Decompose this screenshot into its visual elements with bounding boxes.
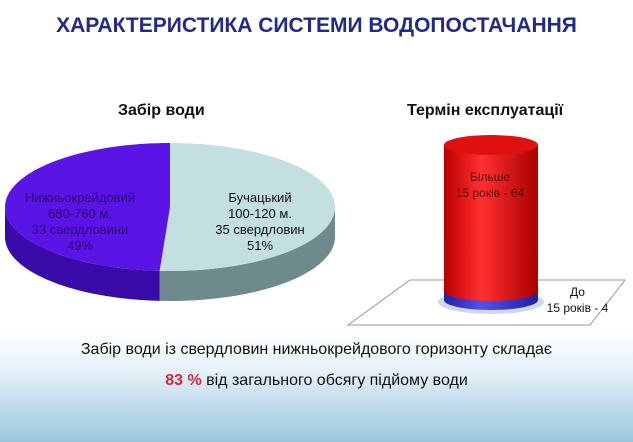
slice-name: Бучацький (228, 190, 292, 205)
slice-name: Нижньокрейдовий (24, 190, 136, 205)
slide-title: ХАРАКТЕРИСТИКА СИСТЕМИ ВОДОПОСТАЧАННЯ (56, 14, 577, 37)
cylinder-top (444, 135, 538, 155)
pie-chart-title: Забір води (118, 102, 205, 119)
bar-label-line: 15 років - 64 (455, 186, 525, 200)
footer-highlight: 83 % (165, 372, 202, 389)
water-background (0, 332, 633, 442)
slice-percent: 51% (246, 238, 274, 253)
bar-label-over-15: Більше 15 років - 64 (440, 169, 540, 201)
cylinder-segment-over-15 (444, 145, 538, 301)
slice-percent: 49% (66, 238, 94, 253)
pie-label-nyzhnokreidovyi: Нижньокрейдовий 680-760 м. 33 свердловин… (10, 190, 150, 254)
slice-wells: 35 свердловин (215, 222, 305, 237)
cylinder-chart (346, 135, 627, 326)
pie-slice-buchatskyi (159, 143, 335, 271)
bar-label-line: До (570, 285, 585, 299)
slice-wells: 33 свердловини (31, 222, 129, 237)
pie-label-buchatskyi: Бучацький 100-120 м. 35 свердловин 51% (205, 190, 315, 254)
bar-label-line: Більше (469, 170, 511, 184)
pie-chart (5, 143, 335, 301)
pie-slice-side (5, 207, 160, 301)
footer-text: від загального обсягу підйому води (201, 372, 468, 389)
pie-slice-side (159, 207, 335, 301)
bar-label-line: 15 років - 4 (546, 301, 609, 315)
slice-depth: 680-760 м. (48, 206, 112, 221)
pie-slice-nyzhnokreidovyi (5, 143, 171, 271)
footer-line-2: 83 % від загального обсягу підйому води (0, 372, 633, 390)
footer-line-1: Забір води із свердловин нижньокрейдовог… (80, 341, 553, 358)
bar-label-under-15: До 15 років - 4 (540, 284, 615, 316)
bar-chart-title: Термін експлуатації (407, 102, 564, 119)
slice-depth: 100-120 м. (228, 206, 292, 221)
